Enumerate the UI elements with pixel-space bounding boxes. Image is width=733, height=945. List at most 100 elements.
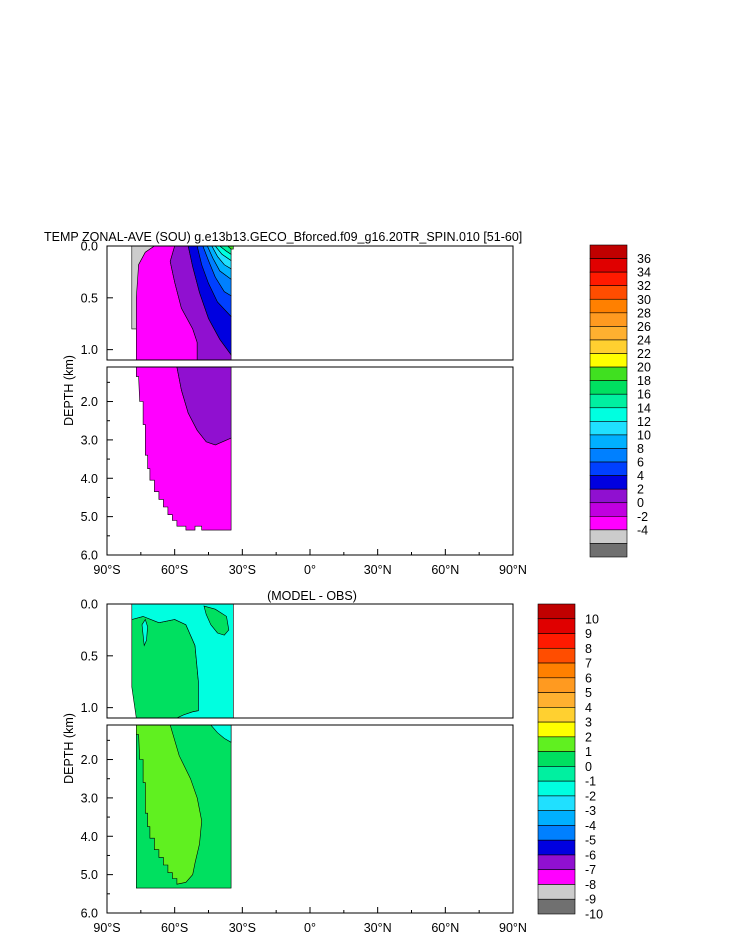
upper-panel-frame bbox=[106, 245, 514, 361]
x-tick-label: 90°N bbox=[499, 921, 527, 935]
contour-region bbox=[219, 246, 232, 255]
colorbar-swatch bbox=[537, 810, 576, 826]
x-tick-label: 30°N bbox=[364, 563, 392, 577]
x-tick-label: 0° bbox=[304, 921, 316, 935]
upper-panel-frame bbox=[106, 603, 514, 719]
upper-panel-fill bbox=[131, 604, 234, 718]
colorbar-swatch bbox=[537, 869, 576, 885]
x-tick-label: 90°S bbox=[93, 563, 120, 577]
colorbar-swatch bbox=[537, 618, 576, 634]
colorbar-label: -4 bbox=[585, 819, 596, 833]
colorbar-swatch bbox=[589, 434, 628, 449]
lower-panel-fill bbox=[136, 367, 232, 531]
colorbar-swatch bbox=[589, 326, 628, 341]
colorbar-label: 22 bbox=[637, 347, 651, 361]
x-tick-label: 60°S bbox=[161, 921, 188, 935]
y-tick-label: 4.0 bbox=[81, 830, 98, 844]
colorbar-label: -8 bbox=[585, 878, 596, 892]
y-axis-label: DEPTH (km) bbox=[62, 355, 76, 426]
contour-region bbox=[131, 604, 234, 718]
x-tick-label: 30°N bbox=[364, 921, 392, 935]
colorbar-label: 14 bbox=[637, 401, 651, 415]
x-tick-label: 90°N bbox=[499, 563, 527, 577]
diff-chart-title: (MODEL - OBS) bbox=[267, 589, 357, 603]
colorbar-label: 20 bbox=[637, 361, 651, 375]
colorbar-swatch bbox=[589, 353, 628, 368]
y-tick-label: 4.0 bbox=[81, 472, 98, 486]
colorbar-label: -5 bbox=[585, 834, 596, 848]
colorbar-swatch bbox=[537, 692, 576, 708]
colorbar-label: 2 bbox=[585, 730, 592, 744]
colorbar-label: 18 bbox=[637, 374, 651, 388]
colorbar-label: 4 bbox=[637, 469, 644, 483]
colorbar-swatch bbox=[537, 751, 576, 767]
colorbar-swatch bbox=[537, 854, 576, 871]
colorbar-label: 3 bbox=[585, 716, 592, 730]
colorbar-swatch bbox=[589, 461, 628, 476]
y-tick-label: 0.5 bbox=[81, 649, 98, 663]
colorbar-swatch bbox=[589, 421, 628, 436]
y-tick-label: 2.0 bbox=[81, 395, 98, 409]
colorbar-label: 4 bbox=[585, 701, 592, 715]
y-tick-label: 5.0 bbox=[81, 510, 98, 524]
colorbar-swatch bbox=[537, 647, 576, 664]
colorbar-swatch bbox=[537, 884, 576, 900]
colorbar-swatch bbox=[537, 662, 576, 679]
contour-region bbox=[131, 616, 199, 718]
colorbar-swatch bbox=[589, 366, 628, 381]
colorbar-swatch bbox=[537, 839, 576, 856]
colorbar-label: 8 bbox=[637, 442, 644, 456]
y-tick-label: 6.0 bbox=[81, 549, 98, 563]
colorbar-label: -2 bbox=[585, 789, 596, 803]
colorbar-swatch bbox=[589, 393, 628, 409]
colorbar-label: 10 bbox=[585, 612, 599, 626]
colorbar-label: 10 bbox=[637, 428, 651, 442]
colorbar-swatch bbox=[589, 543, 628, 558]
colorbar-label: 36 bbox=[637, 252, 651, 266]
colorbar-label: -10 bbox=[585, 908, 603, 922]
colorbar-label: 30 bbox=[637, 293, 651, 307]
colorbar-swatch bbox=[537, 603, 576, 620]
y-tick-label: 1.0 bbox=[81, 701, 98, 715]
x-tick-label: 30°S bbox=[229, 921, 256, 935]
contour-region bbox=[176, 367, 232, 446]
colorbar-swatch bbox=[589, 502, 628, 517]
colorbar-swatch bbox=[537, 707, 576, 723]
colorbar-label: 1 bbox=[585, 745, 592, 759]
contour-region bbox=[203, 605, 230, 636]
y-tick-label: 0.0 bbox=[81, 598, 98, 612]
colorbar-label: -7 bbox=[585, 863, 596, 877]
colorbar-swatch bbox=[589, 448, 628, 463]
colorbar-label: 0 bbox=[637, 496, 644, 510]
colorbar-swatch bbox=[537, 721, 576, 738]
colorbar-swatch bbox=[537, 898, 576, 915]
colorbar-label: 28 bbox=[637, 306, 651, 320]
x-tick-label: 60°S bbox=[161, 563, 188, 577]
y-tick-label: 6.0 bbox=[81, 907, 98, 921]
difference-panel: 0.0 0.5 1.0 2.0 3.0 4.0 5.0 6.090°S 60°S 30°S 0° 30… bbox=[62, 598, 527, 936]
colorbar-swatch bbox=[589, 312, 628, 327]
colorbar-label: 6 bbox=[585, 671, 592, 685]
x-tick-label: 60°N bbox=[431, 563, 459, 577]
colorbar-label: 9 bbox=[585, 627, 592, 641]
y-tick-label: 3.0 bbox=[81, 433, 98, 447]
contour-region bbox=[136, 725, 203, 885]
colorbar-swatch bbox=[589, 298, 628, 314]
colorbar-label: 2 bbox=[637, 483, 644, 497]
y-tick-label: 1.0 bbox=[81, 343, 98, 357]
y-tick-label: 0.0 bbox=[81, 240, 98, 254]
x-tick-label: 90°S bbox=[93, 921, 120, 935]
colorbar-label: -3 bbox=[585, 804, 596, 818]
contour-region bbox=[210, 725, 232, 743]
colorbar-label: -4 bbox=[637, 523, 648, 537]
colorbar-label: 8 bbox=[585, 642, 592, 656]
colorbar-swatch bbox=[589, 529, 628, 544]
colorbar-swatch bbox=[537, 736, 576, 752]
colorbar-swatch bbox=[589, 285, 628, 300]
colorbar-label: 16 bbox=[637, 388, 651, 402]
colorbar-label: 12 bbox=[637, 415, 651, 429]
chart-title: TEMP ZONAL-AVE (SOU) g.e13b13.GECO_Bforc… bbox=[44, 230, 522, 244]
colorbar-swatch bbox=[589, 488, 628, 504]
colorbar-swatch bbox=[589, 516, 628, 531]
